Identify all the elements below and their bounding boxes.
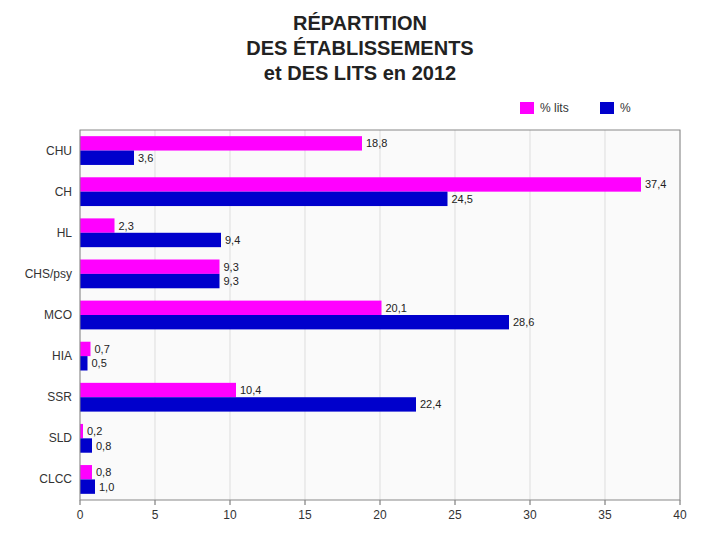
bar <box>80 465 92 479</box>
bar <box>80 177 641 191</box>
bar <box>80 479 95 493</box>
data-label: 9,4 <box>225 234 240 246</box>
bar <box>80 342 91 356</box>
data-label: 18,8 <box>366 137 387 149</box>
bar <box>80 192 448 206</box>
bar <box>80 233 221 247</box>
bar <box>80 151 134 165</box>
tick-mark <box>605 500 606 505</box>
bar <box>80 301 382 315</box>
page: {"chart_data": { "type": "bar", "orienta… <box>0 0 720 540</box>
tick-mark <box>155 500 156 505</box>
data-label: 10,4 <box>240 384 261 396</box>
data-label: 37,4 <box>645 178 666 190</box>
bar <box>80 356 88 370</box>
category-label: CLCC <box>39 472 72 486</box>
tick-mark <box>230 500 231 505</box>
category-label: SLD <box>49 431 73 445</box>
bar <box>80 274 220 288</box>
tick-label: 5 <box>152 508 159 522</box>
data-label: 28,6 <box>513 316 534 328</box>
category-label: SSR <box>47 390 72 404</box>
bar <box>80 438 92 452</box>
category-label: MCO <box>44 308 72 322</box>
legend-swatch <box>600 102 614 114</box>
chart: RÉPARTITION DES ÉTABLISSEMENTS et DES LITS… <box>0 0 720 540</box>
legend: % lits% <box>520 101 631 115</box>
tick-mark <box>530 500 531 505</box>
plot-frame <box>80 130 680 500</box>
bar <box>80 315 509 329</box>
data-label: 0,8 <box>96 440 111 452</box>
category-label: CHS/psy <box>25 267 72 281</box>
legend-swatch <box>520 102 534 114</box>
bars <box>80 136 641 494</box>
tick-mark <box>380 500 381 505</box>
tick-mark <box>305 500 306 505</box>
bar <box>80 397 416 411</box>
title-line: RÉPARTITION <box>293 12 427 34</box>
data-label: 9,3 <box>224 275 239 287</box>
data-label: 1,0 <box>99 481 114 493</box>
tick-label: 10 <box>223 508 237 522</box>
data-labels: 0,8 0,2 10,4 0,7 20,1 9,3 2,3 37,4 18,8 1,0 0,8 22,… <box>87 137 666 492</box>
tick-label: 35 <box>598 508 612 522</box>
data-label: 2,3 <box>119 220 134 232</box>
data-label: 9,3 <box>224 261 239 273</box>
tick-label: 20 <box>373 508 387 522</box>
bar <box>80 383 236 397</box>
data-label: 24,5 <box>452 193 473 205</box>
data-label: 0,8 <box>96 466 111 478</box>
bar <box>80 260 220 274</box>
tick-label: 40 <box>673 508 687 522</box>
tick-label: 0 <box>77 508 84 522</box>
data-label: 20,1 <box>386 302 407 314</box>
data-label: 0,7 <box>95 343 110 355</box>
category-label: CHU <box>46 144 72 158</box>
data-label: 0,2 <box>87 425 102 437</box>
legend-label: % lits <box>540 101 569 115</box>
tick-mark <box>680 500 681 505</box>
bar <box>80 136 362 150</box>
category-label: HIA <box>52 349 72 363</box>
data-label: 22,4 <box>420 398 441 410</box>
tick-label: 25 <box>448 508 462 522</box>
tick-mark <box>80 500 81 505</box>
title-line: et DES LITS en 2012 <box>264 62 456 84</box>
tick-label: 15 <box>298 508 312 522</box>
bar <box>80 218 115 232</box>
tick-mark <box>455 500 456 505</box>
title: RÉPARTITION DES ÉTABLISSEMENTS et DES LITS… <box>246 12 473 84</box>
category-label: HL <box>57 226 73 240</box>
category-label: CH <box>55 185 72 199</box>
plot-background <box>80 130 680 500</box>
data-label: 3,6 <box>138 152 153 164</box>
tick-label: 30 <box>523 508 537 522</box>
legend-label: % <box>620 101 631 115</box>
title-line: DES ÉTABLISSEMENTS <box>246 37 473 59</box>
data-label: 0,5 <box>92 357 107 369</box>
